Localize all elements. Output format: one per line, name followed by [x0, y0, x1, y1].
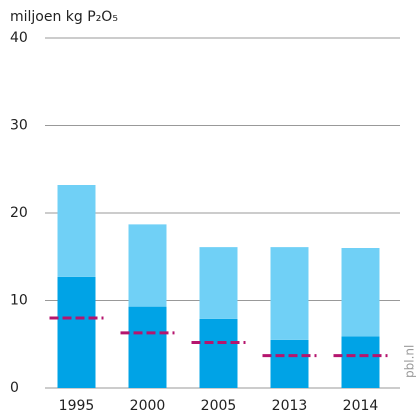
bar-segment: [128, 306, 167, 388]
bar-segment: [57, 185, 96, 277]
bar-segment: [341, 248, 380, 337]
x-tick-label: 2005: [201, 398, 237, 414]
y-tick-label: 30: [10, 118, 28, 134]
y-tick-label: 10: [10, 293, 28, 309]
y-tick-label: 40: [10, 30, 28, 46]
x-tick-label: 2013: [272, 398, 308, 414]
bar-segment: [270, 339, 309, 388]
bar-segment: [199, 247, 238, 319]
x-tick-label: 1995: [59, 398, 95, 414]
bar-segment: [270, 247, 309, 340]
source: pbl.nl: [403, 345, 417, 378]
x-tick-label: 2000: [130, 398, 166, 414]
bar-segment: [57, 276, 96, 388]
x-tick-label: 2014: [343, 398, 379, 414]
axis-title: miljoen kg P₂O₅: [10, 9, 118, 25]
bar-segment: [128, 224, 167, 307]
bar-segment: [341, 336, 380, 388]
bar-segment: [199, 318, 238, 388]
y-tick-label: 20: [10, 205, 28, 221]
y-tick-label: 0: [10, 380, 19, 396]
